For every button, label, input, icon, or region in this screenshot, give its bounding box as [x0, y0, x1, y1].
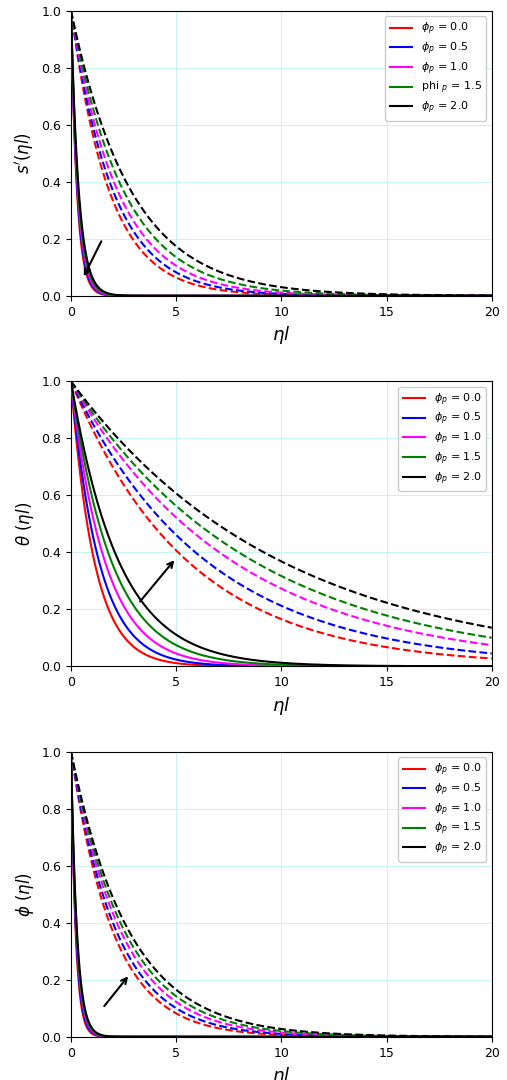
X-axis label: $\eta l$: $\eta l$ — [272, 1065, 291, 1080]
X-axis label: $\eta l$: $\eta l$ — [272, 694, 291, 716]
Legend: $\phi_p$ = 0.0, $\phi_p$ = 0.5, $\phi_p$ = 1.0, $\phi_p$ = 1.5, $\phi_p$ = 2.0: $\phi_p$ = 0.0, $\phi_p$ = 0.5, $\phi_p$… — [399, 387, 486, 491]
Y-axis label: $\theta$ $(\eta l)$: $\theta$ $(\eta l)$ — [14, 502, 35, 545]
Y-axis label: $s'(\eta l)$: $s'(\eta l)$ — [13, 133, 35, 174]
Legend: $\phi_p$ = 0.0, $\phi_p$ = 0.5, $\phi_p$ = 1.0, phi $_{p}$ = 1.5, $\phi_p$ = 2.0: $\phi_p$ = 0.0, $\phi_p$ = 0.5, $\phi_p$… — [385, 16, 486, 121]
Legend: $\phi_p$ = 0.0, $\phi_p$ = 0.5, $\phi_p$ = 1.0, $\phi_p$ = 1.5, $\phi_p$ = 2.0: $\phi_p$ = 0.0, $\phi_p$ = 0.5, $\phi_p$… — [399, 757, 486, 862]
Y-axis label: $\phi$ $(\eta l)$: $\phi$ $(\eta l)$ — [14, 872, 35, 917]
X-axis label: $\eta l$: $\eta l$ — [272, 324, 291, 346]
